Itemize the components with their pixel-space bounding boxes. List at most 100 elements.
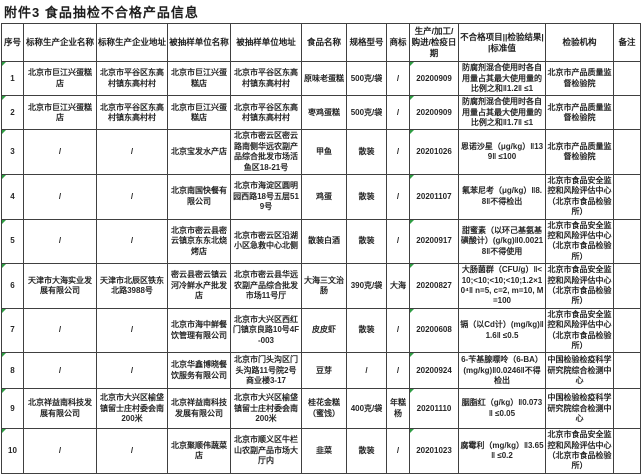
brand-cell: /	[386, 307, 410, 354]
table-row: 5// 北京市密云县密云镇京东东北烧烤店 北京市密云区沿湖小区急救中心北侧 散装白酒散…	[1, 218, 641, 265]
producer-address-cell: /	[96, 352, 168, 390]
defect-result-cell: 防腐剂混合使用时各自用量占其最大使用量的比例之和‖1.2‖ ≤1	[458, 61, 546, 97]
note-cell	[613, 95, 641, 131]
spec-cell: /	[346, 352, 387, 390]
defect-result-cell: 镉（以Cd计）(mg/kg)‖1.6‖ ≤0.5	[458, 307, 546, 354]
brand-cell: /	[386, 352, 410, 390]
serial-cell: 4	[1, 174, 24, 220]
producer-address-cell: 北京市平谷区东高村镇东高村村	[96, 61, 168, 97]
agency-cell: 北京市食品安全监控和风险评估中心（北京市食品检验所）	[545, 263, 614, 309]
brand-cell: /	[386, 129, 410, 176]
producer-address-cell: 北京市平谷区东高村镇东高村村	[96, 95, 168, 131]
agency-cell: 北京市食品安全监控和风险评估中心（北京市食品检验所）	[545, 174, 614, 220]
sampled-unit-address-cell: 北京市大兴区榆垡镇留士庄村委会南200米	[230, 388, 302, 430]
column-header-food-name-cell: 食品名称	[301, 22, 347, 63]
agency-cell: 北京市食品安全监控和风险评估中心（北京市食品检验所）	[545, 218, 614, 265]
note-cell	[613, 174, 641, 220]
food-name-cell: 大海三文治肠	[301, 263, 347, 309]
food-name-cell: 鸡蛋	[301, 174, 347, 220]
producer-address-cell: 北京市大兴区榆垡镇留士庄村委会南200米	[96, 388, 168, 430]
spec-cell: 散装	[346, 307, 387, 354]
spec-cell: 散装	[346, 428, 387, 474]
serial-cell: 9	[1, 388, 24, 430]
column-header-spec-cell: 规格型号	[346, 22, 387, 63]
brand-cell: /	[386, 95, 410, 131]
defect-result-cell: 6-苄基腺嘌呤（6-BA）(mg/kg)‖0.0246‖不得检出	[458, 352, 546, 390]
column-header-serial-cell: 序号	[1, 22, 24, 63]
sampled-unit-name-cell: 北京华鑫博晓餐饮服务有限公司	[167, 352, 231, 390]
producer-address-cell: /	[96, 428, 168, 474]
food-name-cell: 散装白酒	[301, 218, 347, 265]
producer-name-cell: /	[23, 352, 97, 390]
sampled-unit-name-cell: 北京聚顺伟蔬菜店	[167, 428, 231, 474]
producer-address-cell: /	[96, 174, 168, 220]
serial-cell: 1	[1, 61, 24, 97]
sampled-unit-address-cell: 北京市平谷区东高村镇东高村村	[230, 95, 302, 131]
date-cell: 20200917	[409, 218, 459, 265]
food-name-cell: 甲鱼	[301, 129, 347, 176]
sampled-unit-address-cell: 北京市平谷区东高村镇东高村村	[230, 61, 302, 97]
brand-cell: /	[386, 218, 410, 265]
column-header-defect-result-cell: 不合格项目||检验结果||标准值	[458, 22, 546, 63]
note-cell	[613, 307, 641, 354]
sampled-unit-address-cell: 北京市密云区密云路南侧华远农副产品综合批发市场活鱼区18-21号	[230, 129, 302, 176]
note-cell	[613, 61, 641, 97]
column-header-brand-cell: 商标	[386, 22, 410, 63]
agency-cell: 中国检验检疫科学研究院综合检测中心	[545, 388, 614, 430]
spec-cell: 散装	[346, 129, 387, 176]
column-header-producer-name-cell: 标称生产企业名称	[23, 22, 97, 63]
note-cell	[613, 388, 641, 430]
date-cell: 20200909	[409, 61, 459, 97]
sampled-unit-address-cell: 北京市顺义区牛栏山农副产品市场大厅内	[230, 428, 302, 474]
agency-cell: 北京市食品安全监控和风险评估中心（北京市食品检验所）	[545, 307, 614, 354]
producer-address-cell: /	[96, 129, 168, 176]
producer-name-cell: /	[23, 218, 97, 265]
agency-cell: 北京市产品质量监督检验院	[545, 129, 614, 176]
note-cell	[613, 263, 641, 309]
sampled-unit-name-cell: 北京市海中鲜餐饮管理有限公司	[167, 307, 231, 354]
producer-address-cell: /	[96, 218, 168, 265]
spec-cell: 500克/袋	[346, 95, 387, 131]
sampled-unit-name-cell: 北京宝发水产店	[167, 129, 231, 176]
serial-cell: 2	[1, 95, 24, 131]
producer-name-cell: /	[23, 174, 97, 220]
date-cell: 20200909	[409, 95, 459, 131]
sampled-unit-name-cell: 北京南国快餐有限公司	[167, 174, 231, 220]
column-header-producer-address-cell: 标称生产企业地址	[96, 22, 168, 63]
spec-cell: 390克/袋	[346, 263, 387, 309]
table-row: 8// 北京华鑫博晓餐饮服务有限公司 北京市门头沟区门头沟路11号院2号商业楼3-1…	[1, 352, 641, 390]
defect-result-cell: 恩诺沙星（μg/kg）‖139‖ ≤100	[458, 129, 546, 176]
date-cell: 20200827	[409, 263, 459, 309]
table-row: 2 北京市巨江兴蛋糕店 北京市平谷区东高村镇东高村村 北京市巨江兴蛋糕店 北京市平谷区东…	[1, 95, 641, 131]
note-cell	[613, 218, 641, 265]
sampled-unit-address-cell: 北京市海淀区圆明园西路18号五层519号	[230, 174, 302, 220]
document-page: 附件3 食品抽检不合格产品信息 序号 标称生产企业名称 标称生产企业地址 被抽样单位名…	[1, 5, 641, 474]
producer-address-cell: /	[96, 307, 168, 354]
date-cell: 20200924	[409, 352, 459, 390]
spec-cell: 400克/袋	[346, 388, 387, 430]
agency-cell: 北京市食品安全监控和风险评估中心（北京市食品检验所）	[545, 428, 614, 474]
brand-cell: /	[386, 61, 410, 97]
sampled-unit-address-cell: 北京市大兴区西红门镇京良路10号4F-003	[230, 307, 302, 354]
serial-cell: 8	[1, 352, 24, 390]
sampled-unit-address-cell: 北京市密云区沿湖小区急救中心北侧	[230, 218, 302, 265]
date-cell: 20200608	[409, 307, 459, 354]
spec-cell: 500克/袋	[346, 61, 387, 97]
date-cell: 20201107	[409, 174, 459, 220]
serial-cell: 5	[1, 218, 24, 265]
brand-cell: /	[386, 174, 410, 220]
column-header-sampled-unit-name-cell: 被抽样单位名称	[167, 22, 231, 63]
table-row: 3// 北京宝发水产店 北京市密云区密云路南侧华远农副产品综合批发市场活鱼区18-2…	[1, 129, 641, 176]
food-name-cell: 豆芽	[301, 352, 347, 390]
defect-result-cell: 氟苯尼考（μg/kg）‖8.8‖不得检出	[458, 174, 546, 220]
table-row: 10// 北京聚顺伟蔬菜店 北京市顺义区牛栏山农副产品市场大厅内 韭菜 散装/20201…	[1, 428, 641, 474]
producer-name-cell: 北京祥益南科技发展有限公司	[23, 388, 97, 430]
serial-cell: 3	[1, 129, 24, 176]
page-title: 附件3 食品抽检不合格产品信息	[4, 5, 199, 20]
note-cell	[613, 352, 641, 390]
sampled-unit-name-cell: 密云县密云镇云河冷鲜水产批发店	[167, 263, 231, 309]
food-name-cell: 枣鸡蛋糕	[301, 95, 347, 131]
date-cell: 20201110	[409, 388, 459, 430]
producer-name-cell: /	[23, 129, 97, 176]
sampled-unit-name-cell: 北京市巨江兴蛋糕店	[167, 61, 231, 97]
